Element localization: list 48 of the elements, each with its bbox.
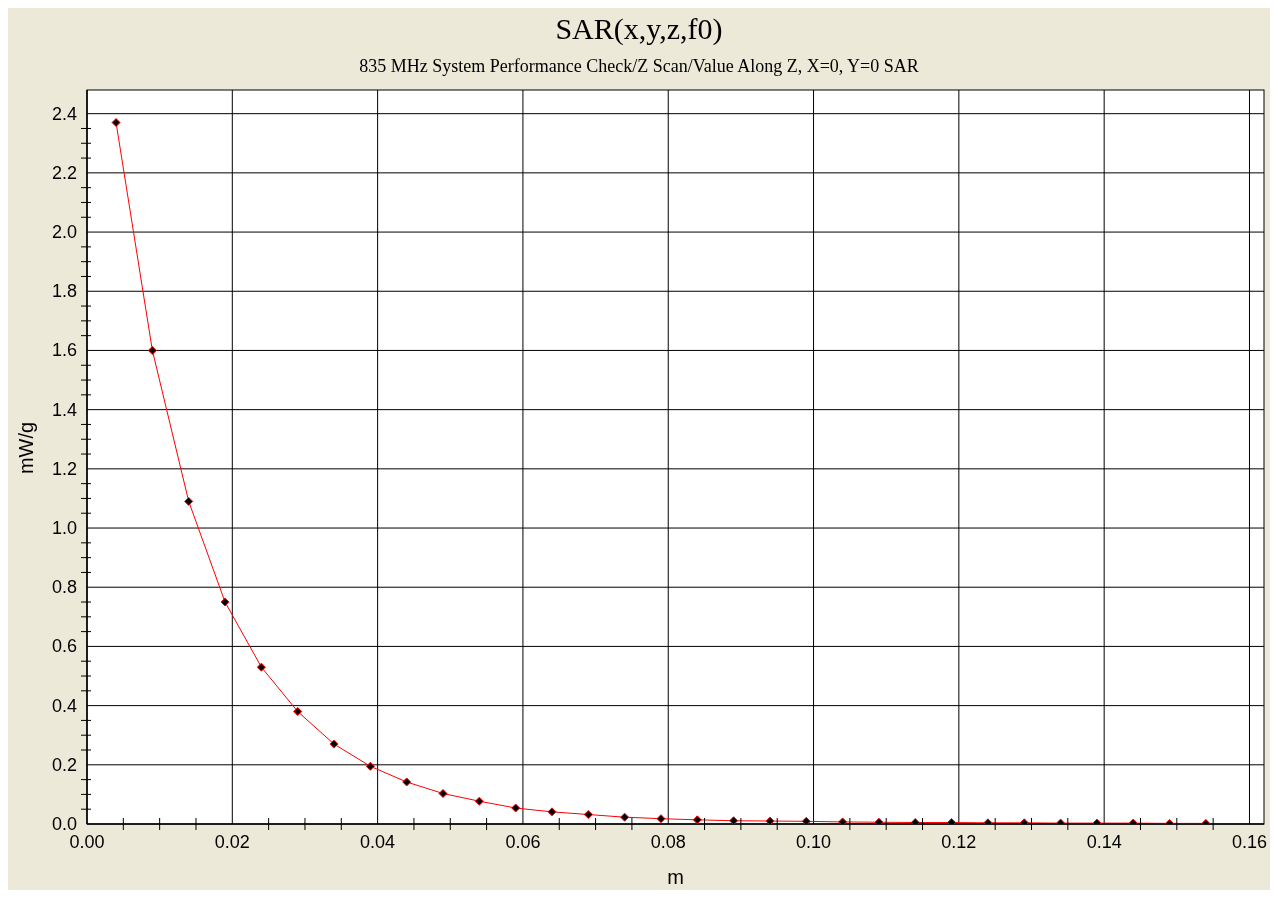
- point: [765, 816, 775, 824]
- y-tick-label: 2.4: [51, 103, 77, 124]
- point: [547, 807, 557, 817]
- x-tick-label: 0.04: [360, 832, 396, 852]
- chart-title: SAR(x,y,z,f0): [554, 12, 724, 46]
- point: [184, 496, 194, 506]
- x-tick-label: 0.06: [505, 832, 541, 852]
- y-axis-title: mW/g: [14, 421, 38, 475]
- point: [801, 816, 811, 824]
- point: [147, 345, 157, 355]
- y-tick-label: 2.2: [51, 162, 77, 183]
- chart-subtitle: 835 MHz System Performance Check/Z Scan/Value Along Z, X=0, Y=0 SAR: [358, 56, 920, 77]
- y-tick-label: 1.4: [51, 399, 77, 420]
- point: [692, 815, 702, 824]
- point: [111, 118, 121, 128]
- y-tick-label: 1.6: [51, 340, 77, 361]
- x-tick-label: 0.02: [214, 832, 250, 852]
- x-tick-label: 0.16: [1231, 832, 1267, 852]
- point: [256, 662, 266, 672]
- point: [365, 761, 375, 771]
- point: [474, 796, 484, 806]
- y-tick-label: 0.4: [51, 695, 77, 716]
- x-axis-title: m: [667, 866, 684, 888]
- x-tick-label: 0.14: [1086, 832, 1122, 852]
- x-tick-label: 0.08: [650, 832, 686, 852]
- y-tick-label: 2.0: [51, 222, 77, 243]
- y-tick-label: 1.2: [51, 458, 77, 479]
- point: [729, 816, 739, 824]
- point: [838, 817, 848, 824]
- y-tick-label: 0.8: [51, 577, 77, 598]
- point: [620, 812, 630, 822]
- y-tick-label: 1.0: [51, 518, 77, 539]
- y-tick-label: 0.0: [51, 814, 77, 834]
- x-tick-label: 0.00: [69, 832, 105, 852]
- point: [874, 817, 884, 824]
- y-tick-label: 0.2: [51, 754, 77, 775]
- point: [220, 597, 230, 607]
- x-tick-label: 0.10: [796, 832, 832, 852]
- point: [329, 739, 339, 749]
- point: [511, 803, 521, 813]
- point: [438, 789, 448, 799]
- y-tick-label: 1.8: [51, 281, 77, 302]
- y-tick-label: 0.6: [51, 636, 77, 657]
- point: [583, 810, 593, 820]
- point: [293, 707, 303, 717]
- point: [656, 814, 666, 824]
- x-tick-label: 0.12: [941, 832, 977, 852]
- point: [402, 777, 412, 787]
